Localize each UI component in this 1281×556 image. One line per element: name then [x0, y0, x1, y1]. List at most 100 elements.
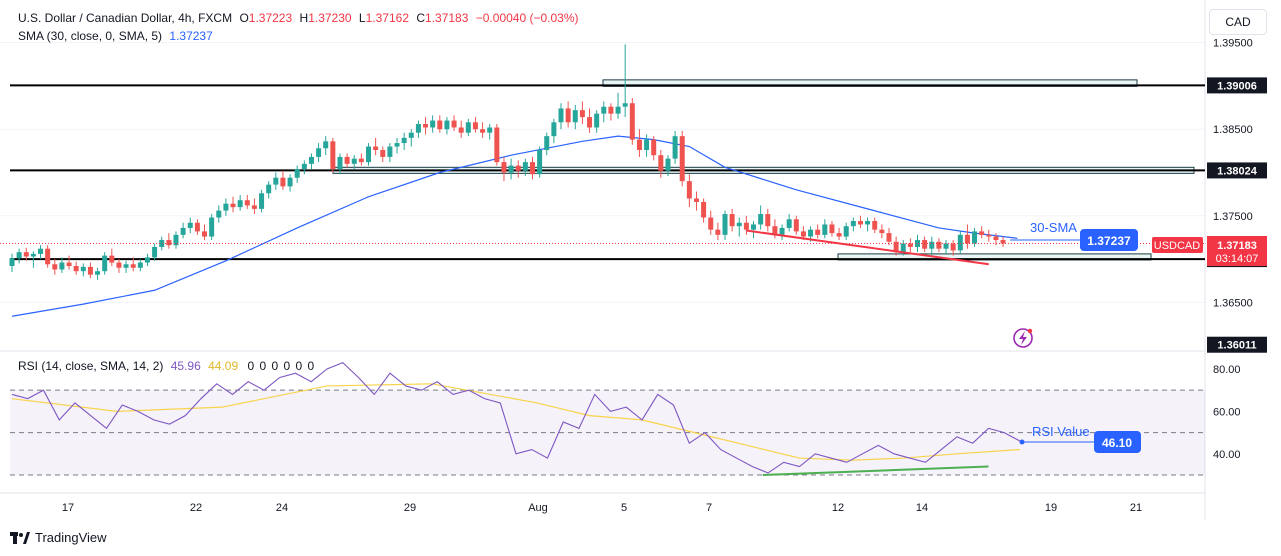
- candle-body: [273, 177, 279, 185]
- candle-body: [608, 106, 614, 114]
- candle: [907, 238, 913, 253]
- candle-body: [893, 241, 899, 253]
- candle-body: [209, 217, 215, 237]
- tradingview-brand[interactable]: TradingView: [10, 530, 107, 545]
- candle-body: [358, 158, 364, 163]
- candle-body: [829, 224, 835, 234]
- time-tick-label: 7: [706, 502, 712, 514]
- last-price-value: 1.37183: [1217, 240, 1257, 252]
- candle-body: [45, 248, 51, 265]
- candle-body: [9, 258, 15, 267]
- candle-body: [765, 214, 771, 227]
- candle: [793, 215, 799, 235]
- candle-body: [216, 210, 222, 218]
- candle: [159, 236, 165, 251]
- candle-body: [59, 262, 65, 270]
- candle-body: [651, 139, 657, 156]
- candle: [387, 143, 393, 163]
- candle: [73, 261, 79, 275]
- candle: [979, 226, 985, 239]
- candle-body: [665, 158, 671, 171]
- candle-body: [872, 220, 878, 230]
- candle: [758, 205, 764, 230]
- candle: [850, 217, 856, 232]
- rsi-legend-label: RSI (14, close, SMA, 14, 2): [18, 359, 164, 373]
- candle-body: [743, 222, 749, 230]
- candle: [408, 129, 414, 147]
- candle: [615, 92, 621, 119]
- candle: [644, 134, 650, 157]
- candle: [123, 260, 129, 273]
- candle: [344, 153, 350, 168]
- candle: [16, 248, 22, 264]
- candle: [80, 263, 86, 277]
- candle: [308, 153, 314, 170]
- candle-body: [986, 234, 992, 237]
- candle: [244, 195, 250, 209]
- candle-body: [936, 241, 942, 249]
- rsi-lines: [11, 361, 1021, 477]
- candle: [915, 234, 921, 253]
- candle-body: [73, 266, 79, 272]
- candle: [323, 136, 329, 156]
- candle: [458, 120, 464, 138]
- symbol-tag-box: [1152, 237, 1203, 253]
- rsi-annotation-box: [1094, 431, 1141, 453]
- candle: [722, 210, 728, 241]
- candle: [943, 240, 949, 254]
- candle-body: [330, 141, 336, 170]
- price-trendline: [746, 229, 989, 266]
- tradingview-logo-icon: [10, 531, 30, 544]
- candle: [202, 224, 208, 241]
- candle: [529, 156, 535, 180]
- currency-button[interactable]: CAD: [1209, 9, 1267, 35]
- rsi-line: [11, 361, 1021, 474]
- price-tick-label: 1.37500: [1213, 211, 1253, 223]
- flash-icon[interactable]: [1013, 328, 1033, 348]
- rsi-divergence-trendline: [762, 465, 989, 477]
- candle: [501, 156, 507, 182]
- price-grid: [0, 42, 1205, 303]
- candle-body: [95, 271, 101, 275]
- candle-body: [38, 248, 44, 254]
- candle: [736, 217, 742, 237]
- candle-body: [1000, 240, 1006, 244]
- candle: [551, 118, 557, 144]
- rsi-legend-zeros: 0 0 0 0 0 0: [247, 359, 316, 373]
- candle-body: [437, 120, 443, 130]
- time-tick-label: 17: [62, 502, 74, 514]
- candle: [622, 44, 628, 118]
- candle-body: [929, 241, 935, 249]
- candle-body: [544, 136, 550, 150]
- candle-body: [686, 181, 692, 199]
- candle-body: [736, 222, 742, 227]
- price-tick-label: 1.39500: [1213, 38, 1253, 50]
- candle: [216, 205, 222, 223]
- candle-body: [601, 106, 607, 114]
- candle: [116, 259, 122, 273]
- sma-line: [11, 135, 1018, 317]
- ohlc-low: L1.37162: [358, 11, 409, 25]
- candle: [152, 243, 158, 261]
- candle: [993, 233, 999, 246]
- candle: [729, 208, 735, 232]
- candle: [52, 259, 58, 275]
- rsi-legend: RSI (14, close, SMA, 14, 2) 45.96 44.09 …: [18, 359, 315, 373]
- candle-body: [144, 257, 150, 263]
- rsi-band: [10, 389, 1205, 476]
- candle-body: [451, 120, 457, 128]
- ohlc-close: C1.37183: [416, 11, 469, 25]
- time-tick-label: 24: [276, 502, 288, 514]
- candle: [180, 222, 186, 239]
- candle: [109, 248, 115, 267]
- candle: [743, 215, 749, 235]
- candle: [423, 117, 429, 135]
- candle-body: [729, 214, 735, 227]
- rsi-tick-label: 40.00: [1213, 449, 1241, 461]
- candle-body: [80, 266, 86, 272]
- candle: [829, 220, 835, 237]
- candle: [166, 233, 172, 249]
- candle-body: [957, 234, 963, 251]
- candle-body: [23, 252, 29, 257]
